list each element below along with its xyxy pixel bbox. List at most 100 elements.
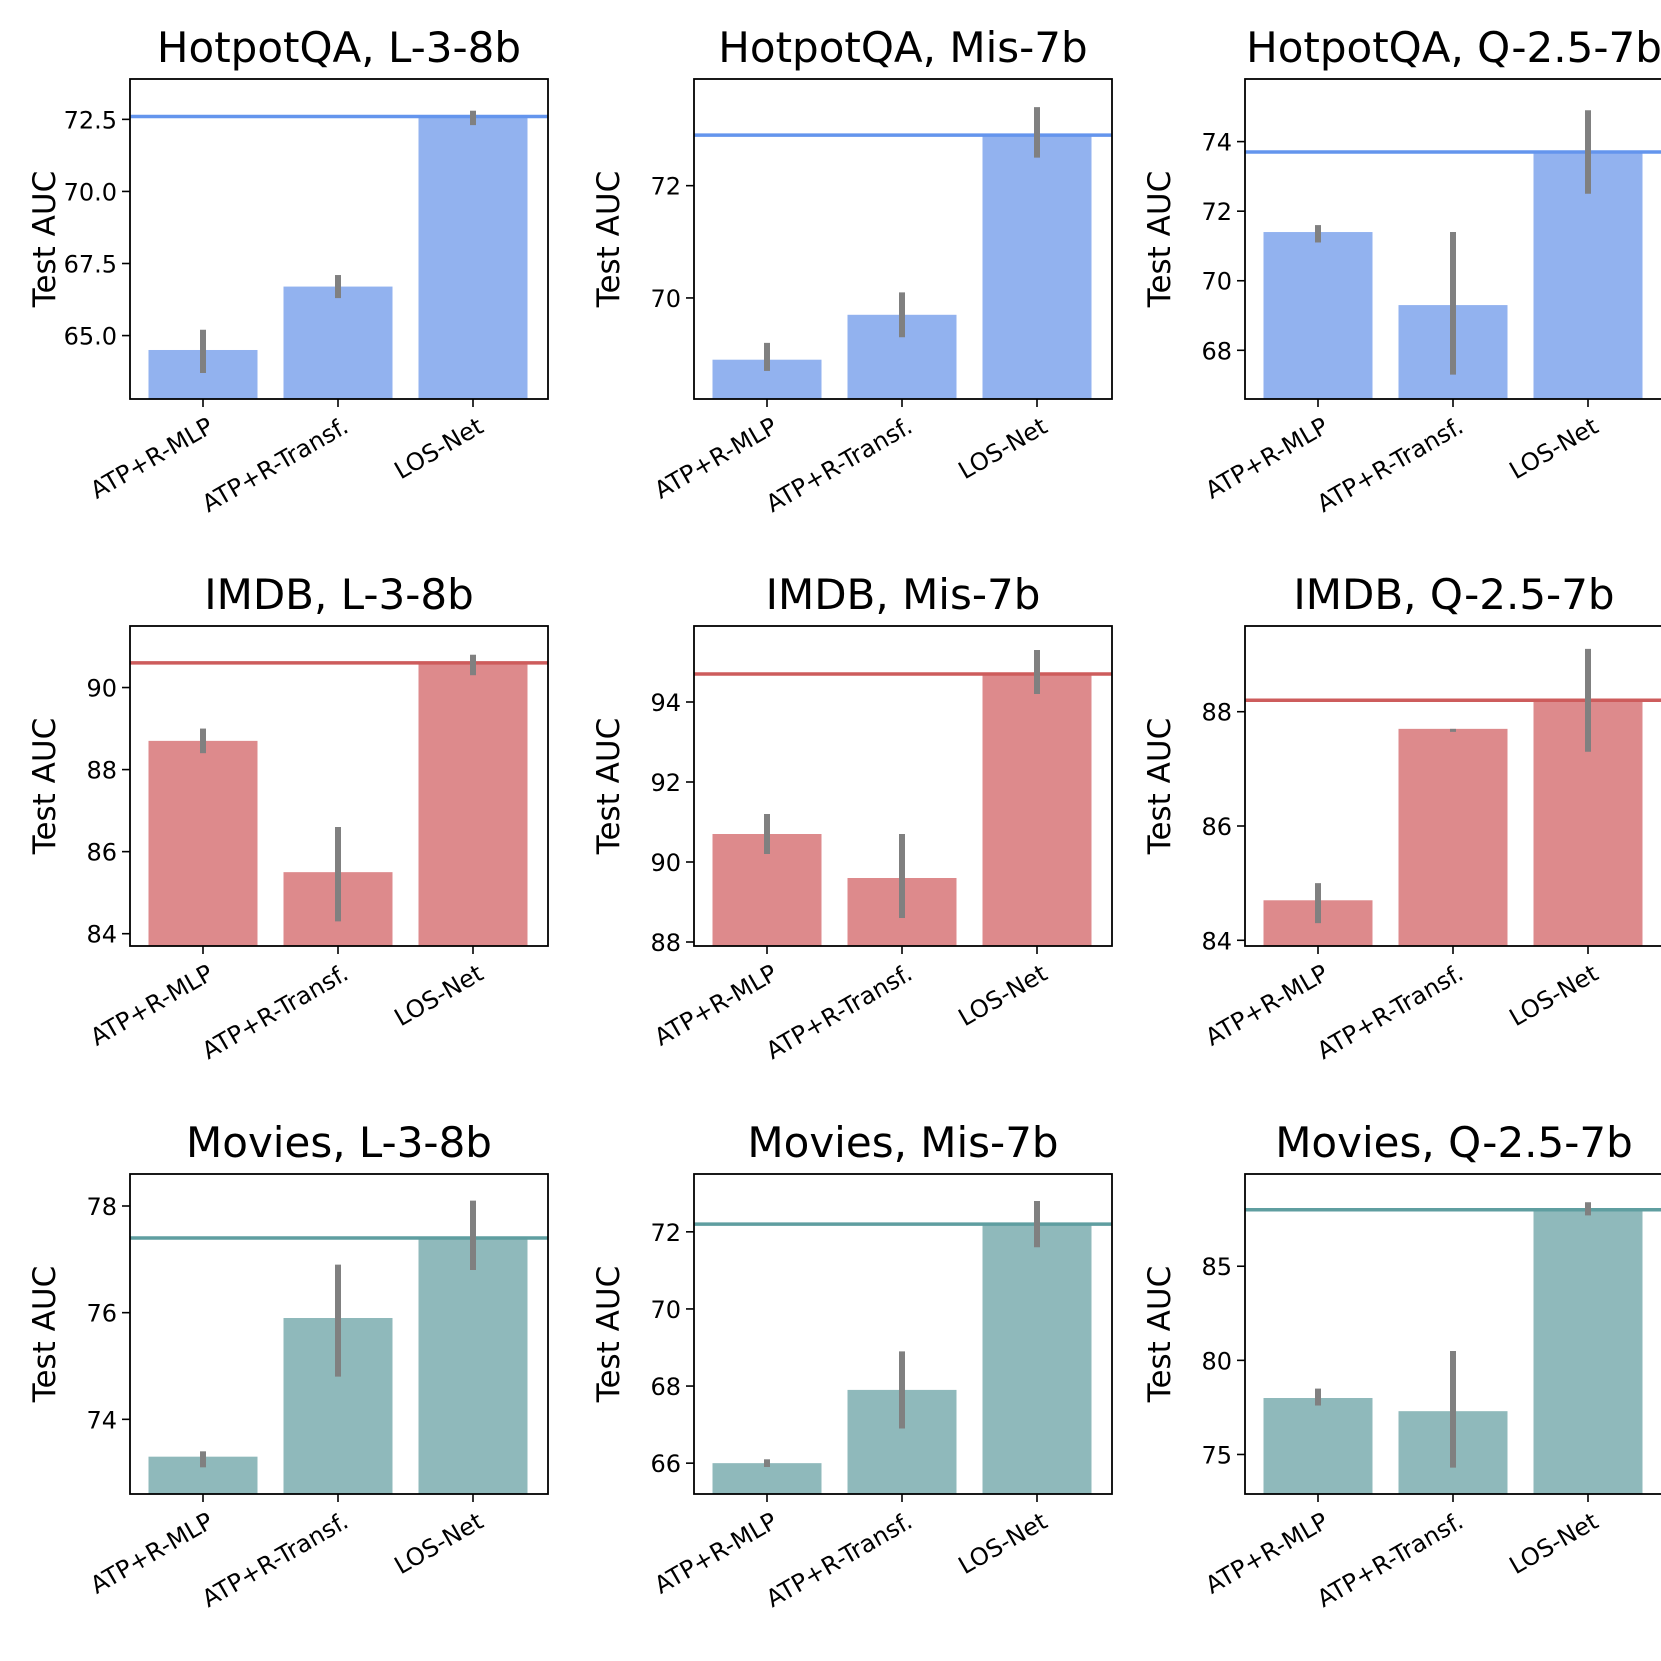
y-tick-label: 74 [1201,129,1232,157]
y-tick-label: 90 [650,849,681,877]
axes-frame [129,1173,549,1495]
chart-title: HotpotQA, Mis-7b [718,23,1087,72]
axes-frame [129,78,549,400]
y-tick-label: 92 [650,769,681,797]
axes-frame [693,1173,1113,1495]
y-tick-label: 65.0 [64,323,117,351]
x-tick-label: LOS-Net [390,412,488,485]
bar [1263,1398,1373,1494]
y-tick-label: 70 [650,285,681,313]
y-tick-label: 70.0 [64,178,117,206]
x-tick-label: ATP+R-MLP [650,959,782,1052]
chart-panel: IMDB, L-3-8b 84 86 88 90 Test AUC ATP+R-MLPATP… [27,570,549,1065]
bar [982,1224,1092,1494]
bar [982,135,1092,399]
x-tick-label: ATP+R-Transf. [1312,1507,1468,1613]
y-tick-label: 70 [1201,268,1232,296]
bar [148,740,258,946]
x-tick-label: LOS-Net [390,959,488,1032]
x-tick-label: LOS-Net [954,412,1052,485]
x-tick-label: ATP+R-Transf. [1312,412,1468,518]
axes-frame [693,625,1113,947]
x-tick-label: ATP+R-Transf. [197,412,353,518]
y-tick-label: 72 [650,173,681,201]
chart-title: Movies, L-3-8b [186,1118,492,1167]
x-tick-label: ATP+R-MLP [1201,1507,1333,1600]
y-tick-label: 85 [1201,1253,1232,1281]
y-axis-label: Test AUC [591,1266,627,1403]
y-tick-label: 70 [650,1296,681,1324]
x-tick-label: ATP+R-MLP [86,412,218,505]
x-tick-label: ATP+R-Transf. [197,959,353,1065]
y-tick-label: 88 [1201,699,1232,727]
y-tick-label: 68 [650,1373,681,1401]
y-axis-label: Test AUC [1142,1266,1178,1403]
x-tick-label: ATP+R-MLP [86,959,218,1052]
bar [1398,728,1508,946]
y-tick-label: 84 [86,921,117,949]
x-tick-label: ATP+R-MLP [86,1507,218,1600]
y-tick-label: 68 [1201,337,1232,365]
y-tick-label: 78 [86,1193,117,1221]
chart-panel: HotpotQA, Q-2.5-7b 68 70 72 74 Test AUC ATP+R-… [1142,23,1661,518]
chart-title: IMDB, L-3-8b [204,570,474,619]
chart-panel: IMDB, Mis-7b 88 90 92 94 Test AUC ATP+R-MLPATP… [591,570,1113,1065]
y-tick-label: 80 [1201,1347,1232,1375]
x-tick-label: LOS-Net [390,1507,488,1580]
y-axis-label: Test AUC [591,718,627,855]
chart-title: HotpotQA, L-3-8b [157,23,521,72]
bar [418,1238,528,1494]
axes-frame [1244,1173,1661,1495]
y-tick-label: 74 [86,1406,117,1434]
bar [1263,232,1373,399]
y-tick-label: 66 [650,1450,681,1478]
axes-frame [1244,625,1661,947]
x-tick-label: ATP+R-MLP [650,412,782,505]
x-tick-label: ATP+R-Transf. [761,959,917,1065]
y-axis-label: Test AUC [1142,718,1178,855]
y-tick-label: 67.5 [64,251,117,279]
y-tick-label: 76 [86,1300,117,1328]
x-tick-label: LOS-Net [954,1507,1052,1580]
chart-panel: Movies, Q-2.5-7b 75 80 85 Test AUC ATP+R-MLPA… [1142,1118,1661,1613]
x-tick-label: ATP+R-Transf. [761,1507,917,1613]
x-tick-label: LOS-Net [954,959,1052,1032]
y-tick-label: 72 [650,1219,681,1247]
y-tick-label: 88 [650,929,681,957]
chart-panel: IMDB, Q-2.5-7b 84 86 88 Test AUC ATP+R-MLPATP… [1142,570,1661,1065]
axes-frame [693,78,1113,400]
y-tick-label: 75 [1201,1441,1232,1469]
y-tick-label: 86 [86,839,117,867]
bar [982,674,1092,946]
y-axis-label: Test AUC [591,171,627,308]
chart-panel: HotpotQA, L-3-8b 65.0 67.5 70.0 72.5 Test AUC… [27,23,549,518]
chart-title: IMDB, Mis-7b [766,570,1041,619]
y-tick-label: 72.5 [64,106,117,134]
chart-panel: Movies, Mis-7b 66 68 70 72 Test AUC ATP+R-MLPA… [591,1118,1113,1613]
y-axis-label: Test AUC [1142,171,1178,308]
x-tick-label: LOS-Net [1505,412,1603,485]
axes-frame [129,625,549,947]
bar [418,116,528,399]
bar [418,662,528,946]
y-tick-label: 88 [86,757,117,785]
chart-panel: Movies, L-3-8b 74 76 78 Test AUC ATP+R-MLPATP… [27,1118,549,1613]
y-tick-label: 86 [1201,813,1232,841]
axes-frame [1244,78,1661,400]
bar [712,1463,822,1494]
x-tick-label: ATP+R-MLP [1201,959,1333,1052]
chart-title: HotpotQA, Q-2.5-7b [1246,23,1661,72]
bar [283,286,393,399]
chart-title: IMDB, Q-2.5-7b [1293,570,1614,619]
y-tick-label: 90 [86,675,117,703]
x-tick-label: ATP+R-Transf. [1312,959,1468,1065]
y-tick-label: 72 [1201,198,1232,226]
y-tick-label: 84 [1201,927,1232,955]
chart-panel: HotpotQA, Mis-7b 70 72 Test AUC ATP+R-MLPATP… [591,23,1113,518]
x-tick-label: LOS-Net [1505,1507,1603,1580]
x-tick-label: ATP+R-Transf. [197,1507,353,1613]
y-axis-label: Test AUC [27,171,63,308]
x-tick-label: LOS-Net [1505,959,1603,1032]
y-axis-label: Test AUC [27,718,63,855]
